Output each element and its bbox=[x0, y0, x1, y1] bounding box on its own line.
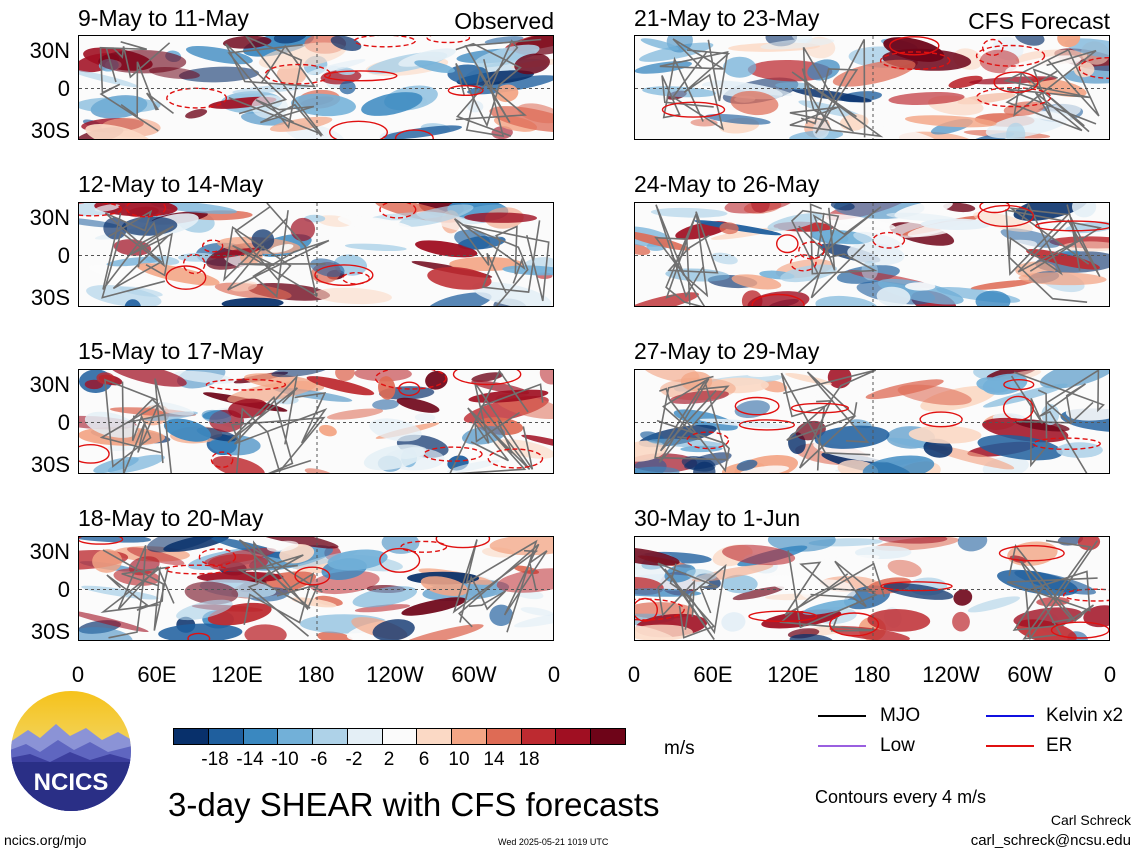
lat-label-30s-2: 30S bbox=[30, 285, 70, 310]
colorbar-label-10: 18 bbox=[518, 749, 540, 770]
lon-label-r-60e: 60E bbox=[693, 662, 733, 687]
colorbar-label-4: -6 bbox=[310, 749, 328, 770]
panel-title-7: 27-May to 29-May bbox=[634, 338, 820, 364]
panel-title-5: 21-May to 23-May bbox=[634, 5, 820, 31]
lon-label-l-120w: 120W bbox=[366, 662, 424, 687]
colorbar-swatch bbox=[381, 729, 417, 744]
map-panel-5 bbox=[634, 35, 1110, 140]
colorbar-label-7: 6 bbox=[418, 749, 430, 770]
lon-label-l-180: 180 bbox=[297, 662, 335, 687]
legend-label-er: ER bbox=[1046, 735, 1073, 756]
lon-label-l-0: 0 bbox=[71, 662, 85, 687]
legend-label-kelvin: Kelvin x2 bbox=[1046, 705, 1124, 726]
lat-label-eq-2: 0 bbox=[57, 243, 70, 268]
colorbar bbox=[173, 728, 626, 745]
map-panel-8 bbox=[634, 536, 1110, 641]
lon-label-l-120e: 120E bbox=[211, 662, 263, 687]
panel-title-1: 9-May to 11-May bbox=[78, 5, 249, 31]
lat-label-30n-2: 30N bbox=[29, 205, 70, 230]
legend-label-low: Low bbox=[880, 735, 915, 756]
colorbar-label-6: 2 bbox=[383, 749, 395, 770]
ncics-logo-text: NCICS bbox=[34, 769, 109, 796]
legend-line-low bbox=[818, 745, 866, 747]
lon-label-r-60w: 60W bbox=[1007, 662, 1053, 687]
website-link[interactable]: ncics.org/mjo bbox=[4, 832, 87, 848]
colorbar-label-3: -10 bbox=[271, 749, 299, 770]
colorbar-label-9: 14 bbox=[483, 749, 505, 770]
lat-label-30n-3: 30N bbox=[29, 372, 70, 397]
ncics-logo: NCICS bbox=[10, 690, 132, 812]
author-name: Carl Schreck bbox=[1050, 812, 1131, 828]
lat-label-30n-4: 30N bbox=[29, 539, 70, 564]
legend-label-mjo: MJO bbox=[880, 705, 921, 726]
map-panel-7 bbox=[634, 369, 1110, 474]
colorbar-label-2: -14 bbox=[236, 749, 264, 770]
colorbar-swatch bbox=[485, 729, 521, 744]
shear-map bbox=[79, 537, 553, 640]
legend-line-mjo bbox=[818, 715, 866, 717]
colorbar-swatch bbox=[207, 729, 243, 744]
lon-label-r-180: 180 bbox=[853, 662, 891, 687]
shear-map bbox=[79, 203, 553, 306]
colorbar-swatch bbox=[520, 729, 556, 744]
map-panel-1 bbox=[78, 35, 554, 140]
panel-title-4: 18-May to 20-May bbox=[78, 505, 264, 531]
shear-map bbox=[635, 36, 1109, 139]
lon-label-r-0b: 0 bbox=[1103, 662, 1117, 687]
lon-label-l-60e: 60E bbox=[137, 662, 177, 687]
lat-label-eq-3: 0 bbox=[57, 410, 70, 435]
lat-label-30s-1: 30S bbox=[30, 118, 70, 143]
lon-label-r-0: 0 bbox=[627, 662, 641, 687]
colorbar-swatch bbox=[242, 729, 278, 744]
colorbar-swatch bbox=[555, 729, 591, 744]
lat-label-30s-4: 30S bbox=[30, 619, 70, 644]
colorbar-label-1: -18 bbox=[201, 749, 229, 770]
panel-title-8: 30-May to 1-Jun bbox=[634, 505, 801, 531]
colorbar-unit: m/s bbox=[664, 738, 695, 759]
lon-label-r-120e: 120E bbox=[767, 662, 819, 687]
panel-title-6: 24-May to 26-May bbox=[634, 171, 820, 197]
colorbar-swatch bbox=[174, 729, 208, 744]
colorbar-swatch bbox=[277, 729, 313, 744]
colorbar-label-8: 10 bbox=[448, 749, 470, 770]
panel-tag-observed: Observed bbox=[454, 8, 554, 34]
lon-label-l-0b: 0 bbox=[547, 662, 561, 687]
panel-tag-forecast: CFS Forecast bbox=[968, 8, 1110, 34]
lat-label-eq-1: 0 bbox=[57, 76, 70, 101]
colorbar-swatch bbox=[346, 729, 382, 744]
shear-map bbox=[635, 370, 1109, 473]
map-panel-3 bbox=[78, 369, 554, 474]
lat-label-30n-1: 30N bbox=[29, 38, 70, 63]
main-title: 3-day SHEAR with CFS forecasts bbox=[168, 786, 660, 823]
legend-line-er bbox=[986, 745, 1034, 747]
shear-map bbox=[79, 370, 553, 473]
map-panel-2 bbox=[78, 202, 554, 307]
colorbar-swatch bbox=[312, 729, 347, 744]
lon-label-r-120w: 120W bbox=[922, 662, 980, 687]
lat-label-30s-3: 30S bbox=[30, 452, 70, 477]
timestamp: Wed 2025-05-21 1019 UTC bbox=[498, 837, 609, 847]
shear-map bbox=[79, 36, 553, 139]
panel-title-3: 15-May to 17-May bbox=[78, 338, 264, 364]
shear-map bbox=[635, 203, 1109, 306]
map-panel-6 bbox=[634, 202, 1110, 307]
author-email[interactable]: carl_schreck@ncsu.edu bbox=[970, 832, 1131, 849]
colorbar-swatch bbox=[416, 729, 452, 744]
contour-note: Contours every 4 m/s bbox=[815, 787, 987, 807]
colorbar-label-5: -2 bbox=[345, 749, 363, 770]
map-panel-4 bbox=[78, 536, 554, 641]
colorbar-swatch bbox=[590, 729, 625, 744]
colorbar-swatch bbox=[451, 729, 486, 744]
panel-title-2: 12-May to 14-May bbox=[78, 171, 264, 197]
shear-map bbox=[635, 537, 1109, 640]
lon-label-l-60w: 60W bbox=[451, 662, 497, 687]
lat-label-eq-4: 0 bbox=[57, 577, 70, 602]
legend-line-kelvin bbox=[986, 715, 1034, 717]
